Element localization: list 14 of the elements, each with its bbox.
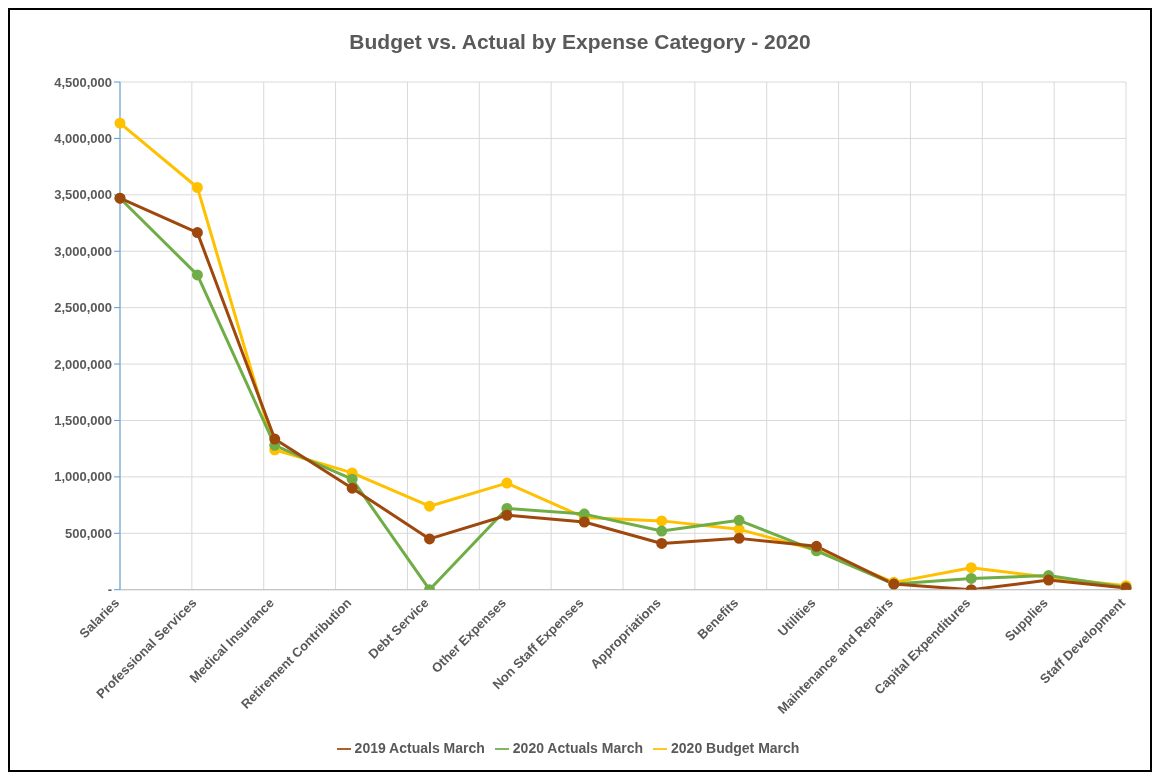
chart-title: Budget vs. Actual by Expense Category - 2020 [348, 29, 812, 55]
y-tick-label: 3,000,000 [54, 243, 112, 259]
y-tick-label: 4,000,000 [54, 131, 112, 147]
y-tick-label: 1,000,000 [54, 469, 112, 485]
y-tick-label: 500,000 [65, 525, 112, 541]
legend-label: 2019 Actuals March [354, 739, 485, 756]
legend-label: 2020 Actuals March [512, 739, 644, 756]
legend-label: 2020 Budget March [671, 739, 800, 756]
y-tick-label: 1,500,000 [54, 413, 112, 429]
y-tick-label: 4,500,000 [54, 74, 112, 90]
y-tick-label: 2,000,000 [54, 356, 112, 372]
y-tick-label: - [107, 582, 112, 598]
y-tick-label: 2,500,000 [54, 300, 112, 316]
y-tick-label: 3,500,000 [54, 187, 112, 203]
